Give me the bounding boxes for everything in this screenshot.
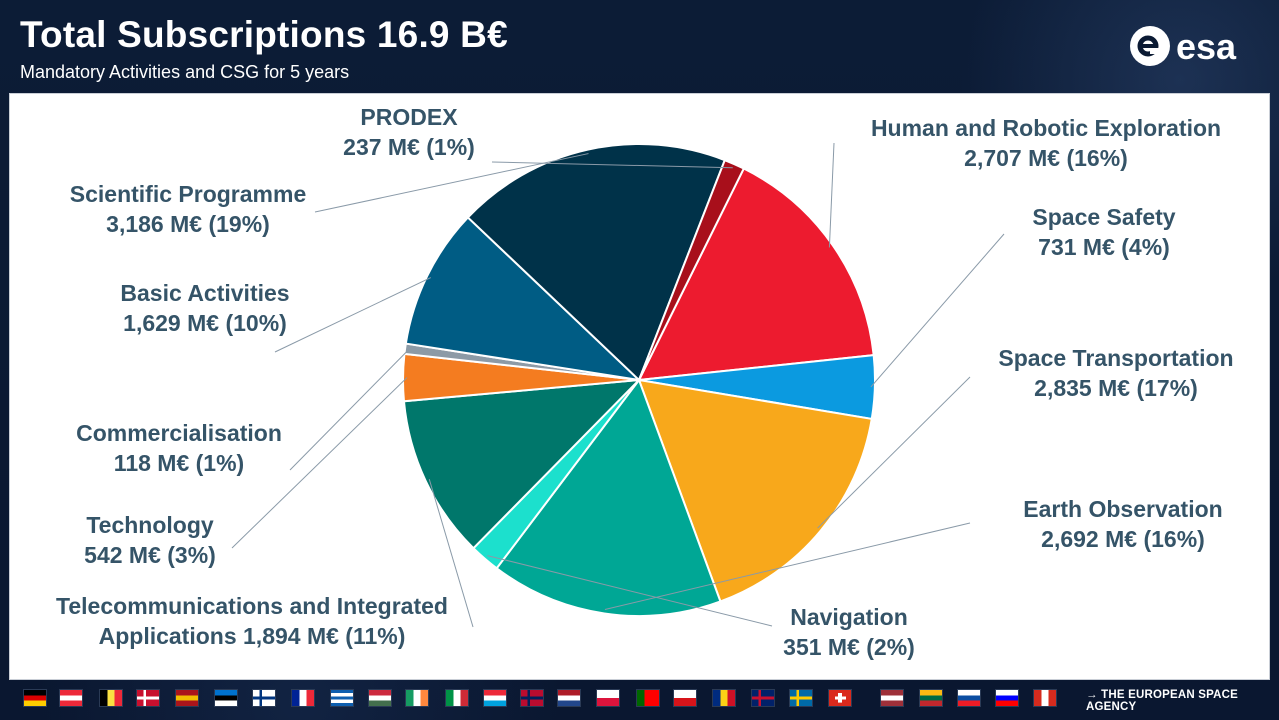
slice-label: Space Safety 731 M€ (4%) (1032, 204, 1175, 260)
slice-label-name: Space Safety (1032, 204, 1175, 230)
slide-title: Total Subscriptions 16.9 B€ (20, 14, 508, 55)
slice-label-name: Space Transportation (998, 345, 1233, 371)
agency-footer-text: → THE EUROPEAN SPACE AGENCY (1086, 689, 1239, 713)
slide-subtitle: Mandatory Activities and CSG for 5 years (20, 62, 350, 82)
flag-slovakia (957, 689, 981, 707)
flag-belgium (99, 689, 123, 707)
slice-label: Commercialisation 118 M€ (1%) (76, 420, 282, 476)
leader-line (604, 522, 971, 610)
leader-lines (231, 142, 1005, 628)
flag-hungary (368, 689, 392, 707)
slice-label-value: 1,629 M€ (10%) (123, 310, 287, 336)
leader-line (289, 348, 410, 471)
slice-label: PRODEX 237 M€ (1%) (343, 104, 475, 160)
flag-sweden (789, 689, 813, 707)
flag-italy (445, 689, 469, 707)
leader-line (428, 479, 474, 628)
pie-slice-basic-activities (404, 216, 643, 382)
slice-label-value: 2,835 M€ (17%) (1034, 375, 1198, 401)
flag-norway (520, 689, 544, 707)
flag-switzerland (828, 689, 852, 707)
flag-czech-republic (673, 689, 697, 707)
flag-bar (0, 680, 1279, 720)
flag-germany (23, 689, 47, 707)
esa-logo-text: esa (1176, 26, 1237, 67)
slice-label-name: Navigation (790, 604, 908, 630)
esa-logo: esa (1130, 26, 1237, 67)
slice-label-value: 2,707 M€ (16%) (964, 145, 1128, 171)
slice-label-value: 351 M€ (2%) (783, 634, 915, 660)
flag-estonia (214, 689, 238, 707)
pie-slice-scientific-programme (466, 143, 727, 382)
flag-austria (59, 689, 83, 707)
flag-portugal (636, 689, 660, 707)
slice-label-value: 3,186 M€ (19%) (106, 211, 270, 237)
slice-label-value: 731 M€ (4%) (1038, 234, 1170, 260)
slice-label-value: 118 M€ (1%) (114, 450, 244, 476)
leader-line (828, 142, 835, 248)
slice-label-name: Scientific Programme (70, 181, 306, 207)
slice-label-name: Earth Observation (1023, 496, 1222, 522)
flag-united-kingdom (751, 689, 775, 707)
flag-finland (252, 689, 276, 707)
slice-label-value: 542 M€ (3%) (84, 542, 216, 568)
leader-line (491, 161, 733, 169)
slice-label-name: Technology (86, 512, 214, 538)
esa-logo-e-bar (1140, 44, 1156, 48)
slice-label-value: 2,692 M€ (16%) (1041, 526, 1205, 552)
flag-latvia (880, 689, 904, 707)
leader-line (487, 555, 773, 627)
flag-slovenia (995, 689, 1019, 707)
leader-line (817, 376, 971, 529)
flag-greece (330, 689, 354, 707)
slice-label-name: Telecommunications and Integrated (56, 593, 448, 619)
esa-logo-e-gap (1150, 48, 1160, 54)
flag-spain (175, 689, 199, 707)
slice-label: Scientific Programme 3,186 M€ (19%) (70, 181, 306, 237)
flag-netherlands (557, 689, 581, 707)
flag-luxembourg (483, 689, 507, 707)
pie-slice-human-and-robotic-exploration (637, 167, 875, 382)
flag-poland (596, 689, 620, 707)
flag-france (291, 689, 315, 707)
slice-label: Technology 542 M€ (3%) (84, 512, 216, 568)
slice-label-value: 237 M€ (1%) (343, 134, 475, 160)
slice-label: Basic Activities 1,629 M€ (10%) (120, 280, 289, 336)
pie-slice-prodex (638, 158, 746, 381)
slice-label-name: Basic Activities (120, 280, 289, 306)
pie-slices (402, 143, 876, 617)
leader-line (870, 233, 1005, 388)
flag-romania (712, 689, 736, 707)
slice-labels: Human and Robotic Exploration 2,707 M€ (1… (56, 104, 1234, 660)
slice-label: Human and Robotic Exploration 2,707 M€ (1… (871, 115, 1221, 171)
leader-line (231, 377, 408, 549)
slice-label-value: Applications 1,894 M€ (11%) (99, 623, 406, 649)
slice-label-name: Human and Robotic Exploration (871, 115, 1221, 141)
flag-ireland (405, 689, 429, 707)
slice-label-name: Commercialisation (76, 420, 282, 446)
flag-lithuania (919, 689, 943, 707)
flag-denmark (136, 689, 160, 707)
pie-slice-space-transportation (637, 378, 873, 603)
leader-line (274, 277, 432, 353)
slice-label: Earth Observation 2,692 M€ (16%) (1023, 496, 1222, 552)
slice-label: Space Transportation 2,835 M€ (17%) (998, 345, 1233, 401)
slice-label: Telecommunications and Integrated Applica… (56, 593, 448, 649)
pie-slice-telecommunications-and-integrated-applications (402, 378, 642, 550)
flag-canada (1033, 689, 1057, 707)
slice-label: Navigation 351 M€ (2%) (783, 604, 915, 660)
slice-label-name: PRODEX (360, 104, 458, 130)
